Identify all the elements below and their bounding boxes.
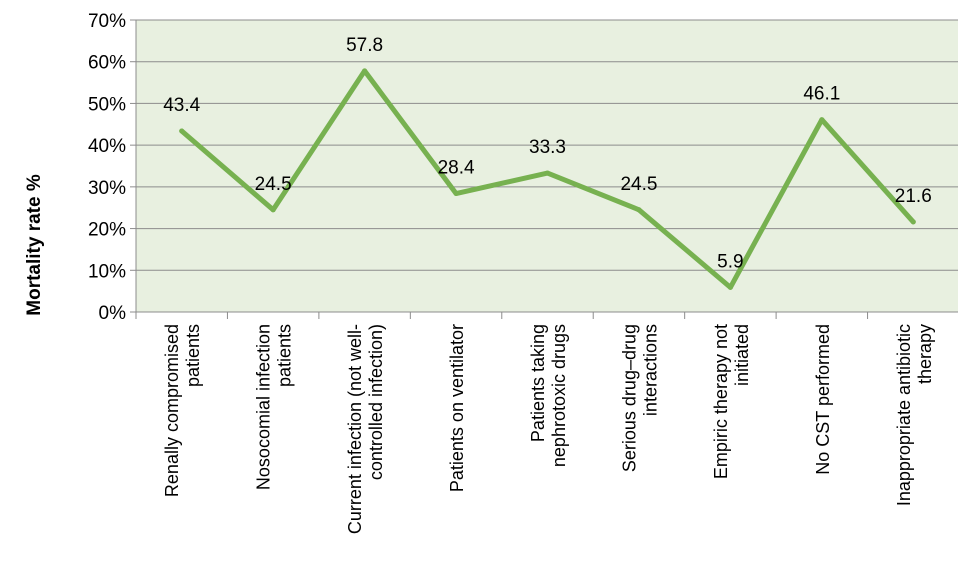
data-label: 57.8 [346, 35, 383, 56]
data-label: 33.3 [529, 137, 566, 158]
x-category-label: patients [275, 324, 295, 387]
x-category-label: patients [183, 324, 203, 387]
data-point [910, 219, 916, 225]
data-point [545, 170, 550, 176]
x-category-label: initiated [732, 324, 752, 386]
x-category-label: Patients on ventilator [447, 324, 467, 492]
x-category-label: controlled infection) [366, 324, 386, 480]
x-category-label: Patients taking [528, 324, 548, 442]
data-label: 24.5 [620, 174, 657, 195]
x-category-label: Nosocomial infection [254, 324, 274, 490]
plot-area [136, 20, 958, 312]
x-category-label: Empiric therapy not [711, 324, 731, 479]
x-category-label: Inappropriate antibiotic [894, 324, 914, 506]
y-axis-title: Mortality rate % [24, 174, 45, 316]
data-label: 46.1 [803, 84, 840, 105]
data-point [179, 128, 185, 134]
x-category-label: therapy [915, 324, 935, 384]
data-point [453, 191, 459, 197]
data-label: 43.4 [163, 95, 200, 116]
data-point [362, 68, 368, 74]
y-tick-label: 50% [88, 94, 126, 115]
data-label: 28.4 [438, 158, 475, 179]
y-tick-label: 60% [88, 53, 126, 74]
data-label: 24.5 [255, 174, 292, 195]
x-category-label: interactions [640, 324, 660, 416]
x-category-label: No CST performed [813, 324, 833, 475]
x-category-label: Current infection (not well- [345, 324, 365, 534]
y-tick-label: 20% [88, 220, 126, 241]
y-tick-label: 40% [88, 136, 126, 157]
y-tick-label: 70% [88, 11, 126, 32]
x-category-label: nephrotoxic drugs [549, 324, 569, 467]
y-tick-label: 30% [88, 178, 126, 199]
data-point [636, 207, 642, 213]
data-label: 5.9 [717, 251, 743, 272]
data-label: 21.6 [895, 186, 932, 207]
data-point [727, 284, 733, 290]
x-category-label: Renally compromised [162, 324, 182, 497]
y-tick-label: 0% [99, 303, 127, 324]
data-point [819, 117, 825, 123]
y-tick-label: 10% [88, 261, 126, 282]
data-point [270, 207, 276, 213]
x-category-label: Serious drug–drug [619, 324, 639, 472]
